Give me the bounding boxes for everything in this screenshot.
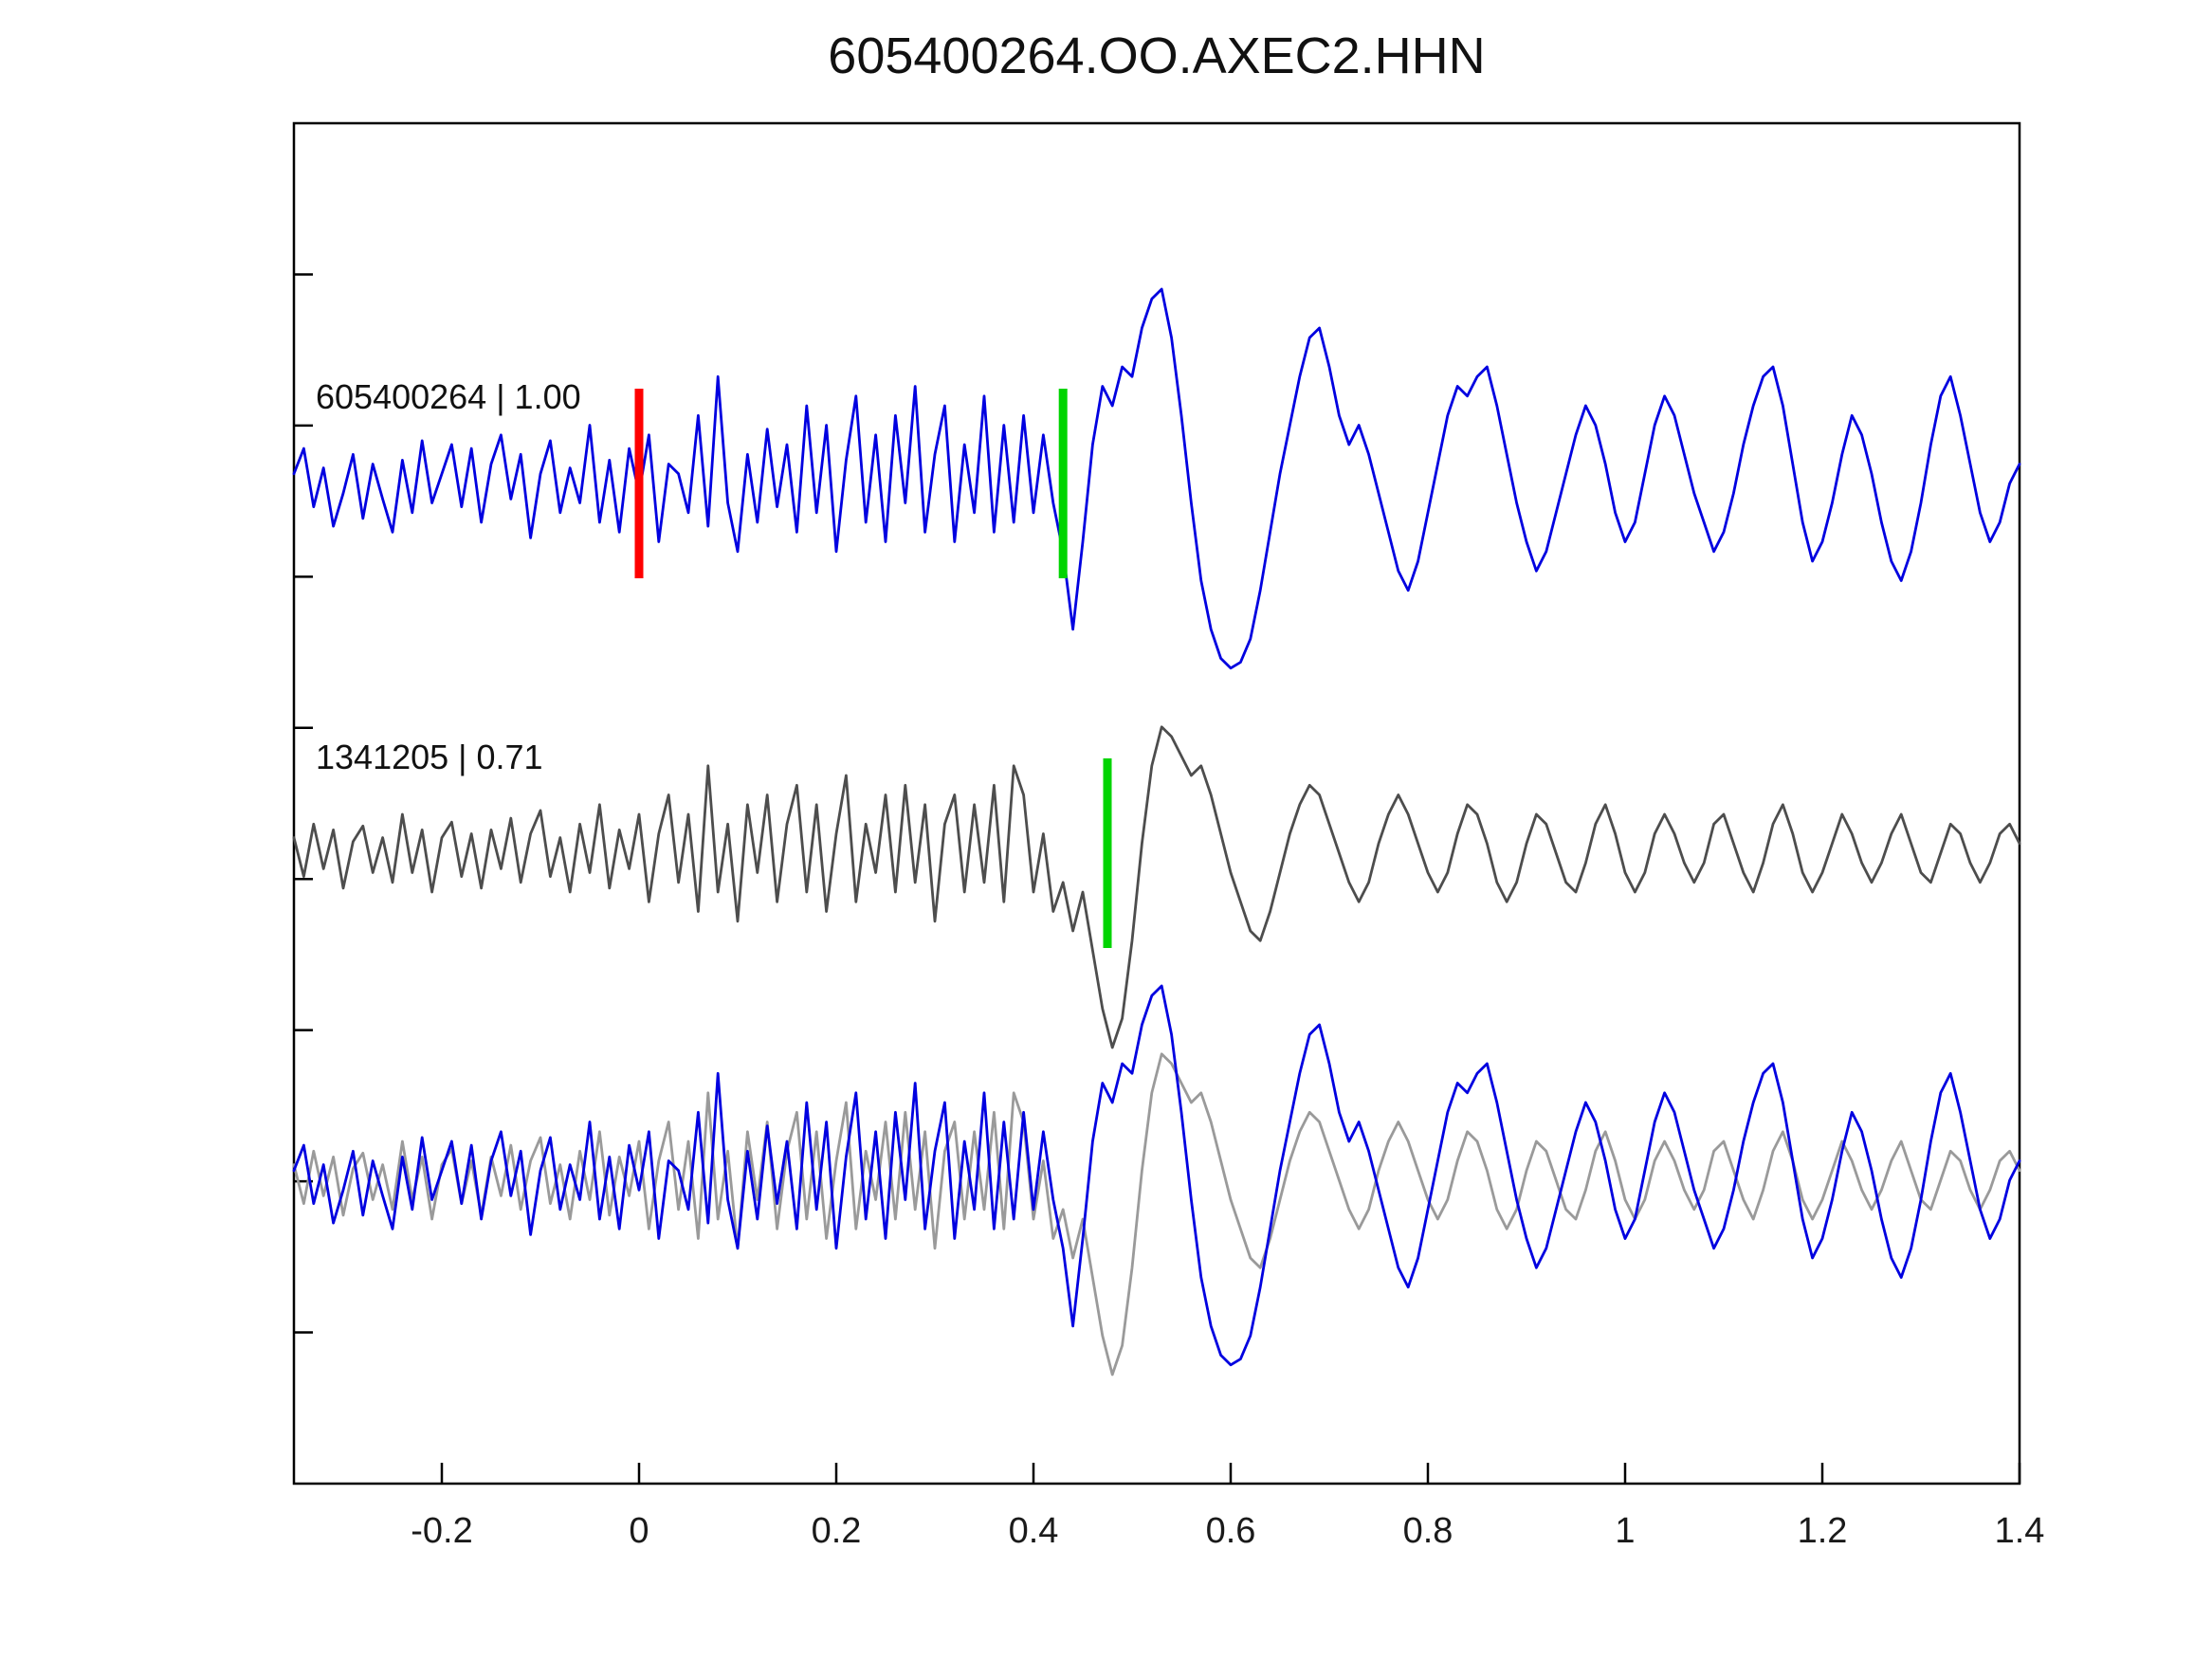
- overlay-waveform-blue: [292, 984, 2021, 1367]
- trace-label-template: 605400264 | 1.00: [316, 377, 581, 416]
- x-tick-label: 1.4: [1995, 1511, 2045, 1551]
- x-tick-label: 1.2: [1798, 1511, 1848, 1551]
- x-tick-label: 0.2: [812, 1511, 862, 1551]
- x-tick-label: 1: [1615, 1511, 1635, 1551]
- x-tick-label: 0: [629, 1511, 649, 1551]
- overlay-waveform-gray: [292, 1052, 2021, 1376]
- chart-title: 605400264.OO.AXEC2.HHN: [828, 27, 1486, 84]
- x-tick-label: 0.6: [1206, 1511, 1256, 1551]
- trace-label-detection: 1341205 | 0.71: [316, 738, 543, 776]
- plot-border: [292, 121, 2021, 1486]
- x-tick-label: -0.2: [411, 1511, 472, 1551]
- template-waveform-blue: [292, 287, 2021, 670]
- x-tick-label: 0.8: [1403, 1511, 1453, 1551]
- detection-waveform-gray: [292, 725, 2021, 1049]
- x-tick-label: 0.4: [1009, 1511, 1059, 1551]
